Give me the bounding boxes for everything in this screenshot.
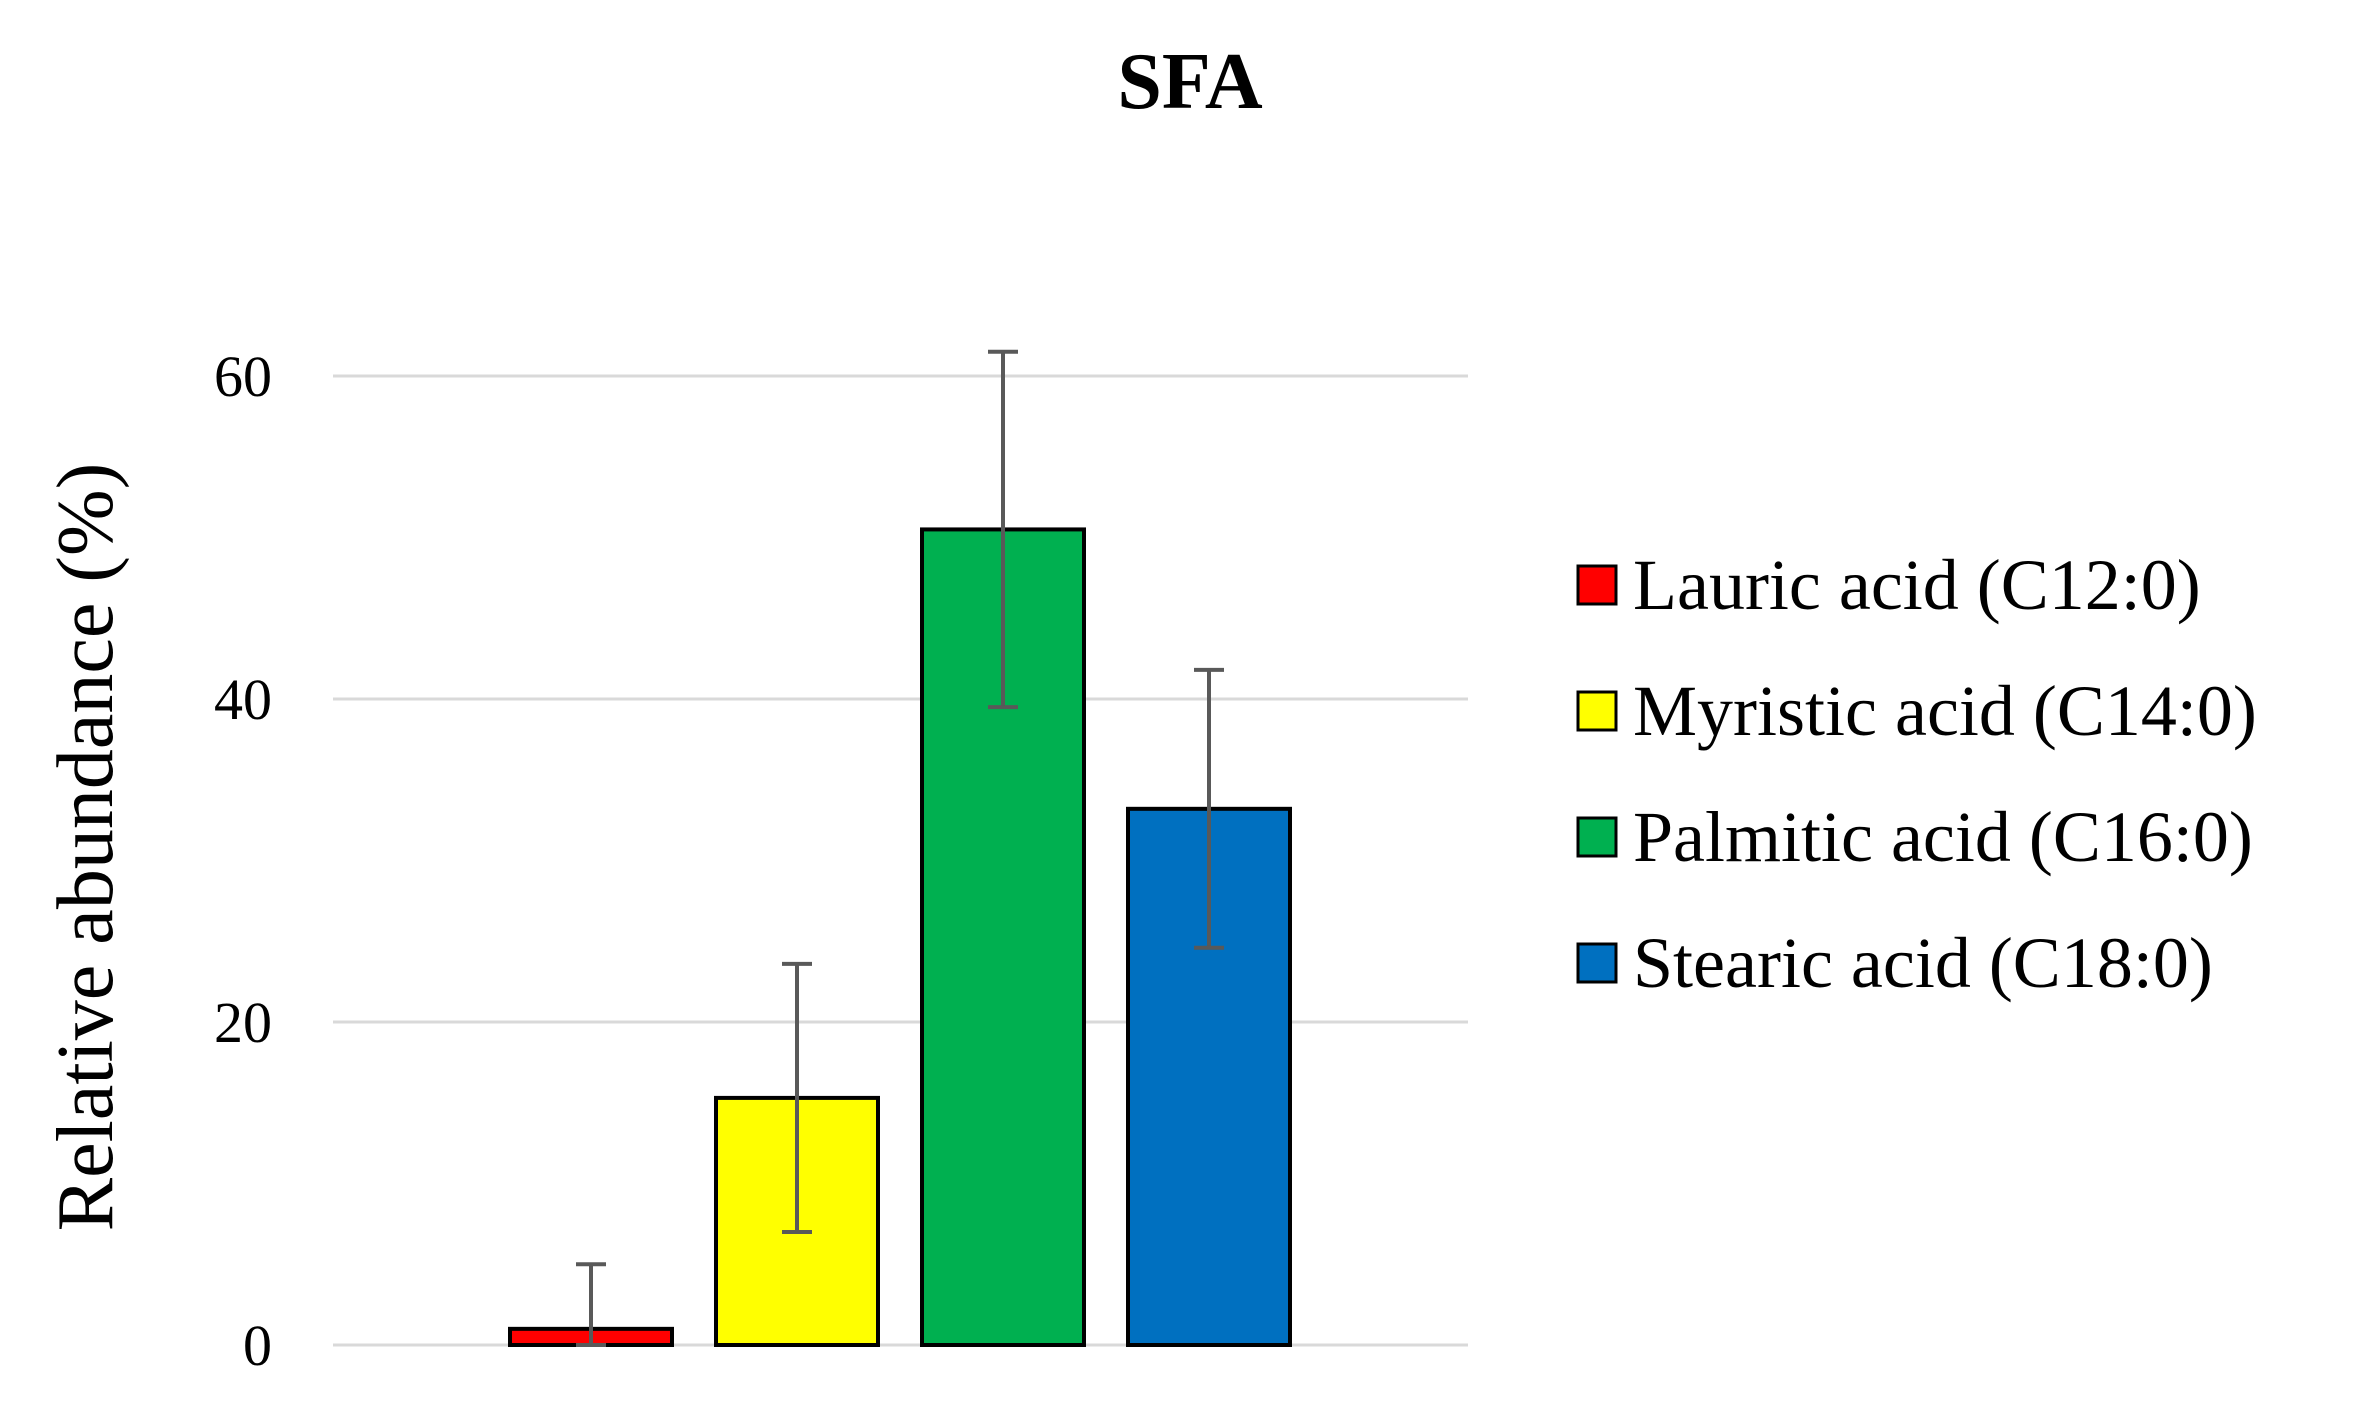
gridlines — [333, 374, 1468, 1347]
legend-swatch — [1576, 816, 1618, 858]
legend-swatch — [1576, 942, 1618, 984]
y-tick-label: 60 — [214, 344, 272, 409]
error-bar — [1194, 667, 1224, 950]
legend-item: Stearic acid (C18:0) — [1576, 923, 2213, 1003]
error-bar — [988, 349, 1018, 710]
legend-item: Myristic acid (C14:0) — [1576, 671, 2257, 751]
bars — [508, 527, 1292, 1348]
legend-label: Myristic acid (C14:0) — [1633, 671, 2257, 751]
y-tick-label: 40 — [214, 667, 272, 732]
legend-item: Lauric acid (C12:0) — [1576, 545, 2201, 625]
legend-item: Palmitic acid (C16:0) — [1576, 797, 2253, 877]
y-tick-label: 20 — [214, 990, 272, 1055]
legend-label: Palmitic acid (C16:0) — [1633, 797, 2253, 877]
legend-swatch — [1576, 564, 1618, 606]
legend-swatch — [1576, 690, 1618, 732]
y-axis-label: Relative abundance (%) — [42, 463, 130, 1232]
legend: Lauric acid (C12:0) Myristic acid (C14:0)… — [1576, 545, 2257, 1003]
y-axis-ticks: 0 20 40 60 — [214, 344, 272, 1378]
legend-label: Lauric acid (C12:0) — [1633, 545, 2201, 625]
chart-title: SFA — [1117, 38, 1262, 126]
error-bar — [576, 1262, 606, 1347]
error-bar — [782, 961, 812, 1234]
legend-label: Stearic acid (C18:0) — [1633, 923, 2213, 1003]
error-bars — [576, 349, 1224, 1347]
y-tick-label: 0 — [243, 1313, 272, 1378]
